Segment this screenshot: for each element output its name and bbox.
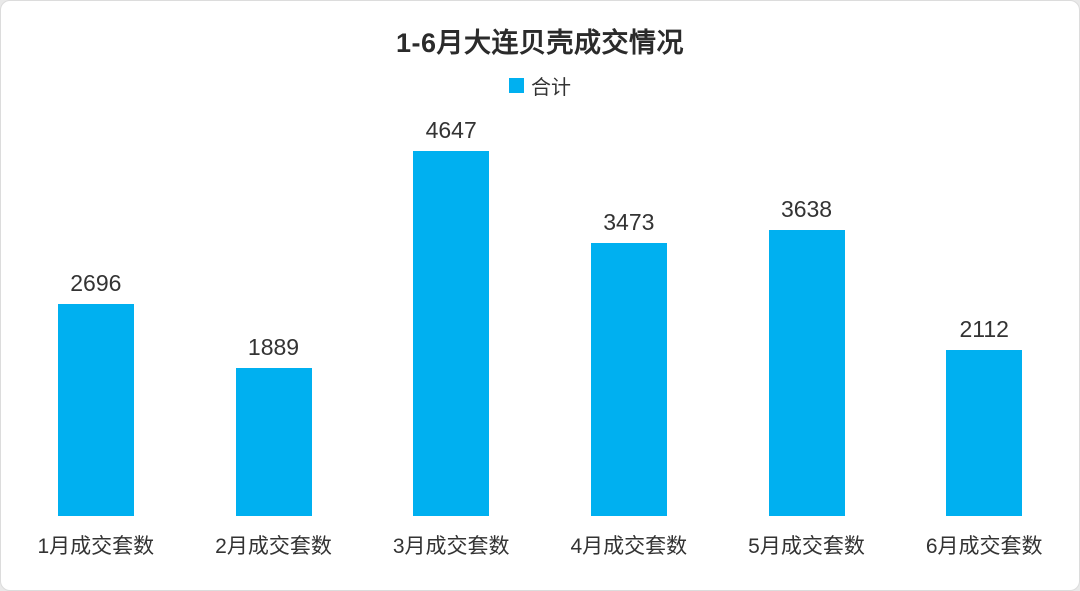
bar-value-label: 3473 <box>603 209 655 235</box>
chart-title: 1-6月大连贝壳成交情况 <box>395 28 685 58</box>
bar-category-label: 3月成交套数 <box>392 535 510 558</box>
bar-column: 2696 1月成交套数 <box>7 96 185 574</box>
bar-value-label: 3638 <box>780 196 833 222</box>
bar-value-label: 4647 <box>425 117 477 143</box>
bar-column: 3638 5月成交套数 <box>718 96 896 574</box>
bar-value-label: 1889 <box>247 334 300 360</box>
plot-area: 2696 1月成交套数 1889 2月成交套数 4647 3月成交套数 3473 4月成交套数… <box>1 96 1079 574</box>
bar-value-label: 2696 <box>70 270 122 296</box>
bar-value-label: 2112 <box>959 316 1009 342</box>
bar <box>57 304 134 516</box>
bar <box>768 230 845 516</box>
legend-swatch <box>509 77 524 93</box>
bar <box>946 350 1023 516</box>
bar <box>235 368 312 516</box>
bar-column: 4647 3月成交套数 <box>362 96 540 574</box>
bar-column: 1889 2月成交套数 <box>185 96 363 574</box>
bar-category-label: 2月成交套数 <box>215 535 332 558</box>
chart-legend: 合计 <box>1 74 1079 99</box>
bar-category-label: 5月成交套数 <box>748 535 865 558</box>
bar-category-label: 1月成交套数 <box>37 535 155 558</box>
bar-column: 3473 4月成交套数 <box>540 96 718 574</box>
bar-category-label: 4月成交套数 <box>570 535 688 558</box>
bar-column: 2112 6月成交套数 <box>895 96 1073 574</box>
legend-label: 合计 <box>531 76 571 99</box>
bar-category-label: 6月成交套数 <box>925 535 1043 558</box>
bar <box>413 151 490 516</box>
bar <box>590 243 667 516</box>
